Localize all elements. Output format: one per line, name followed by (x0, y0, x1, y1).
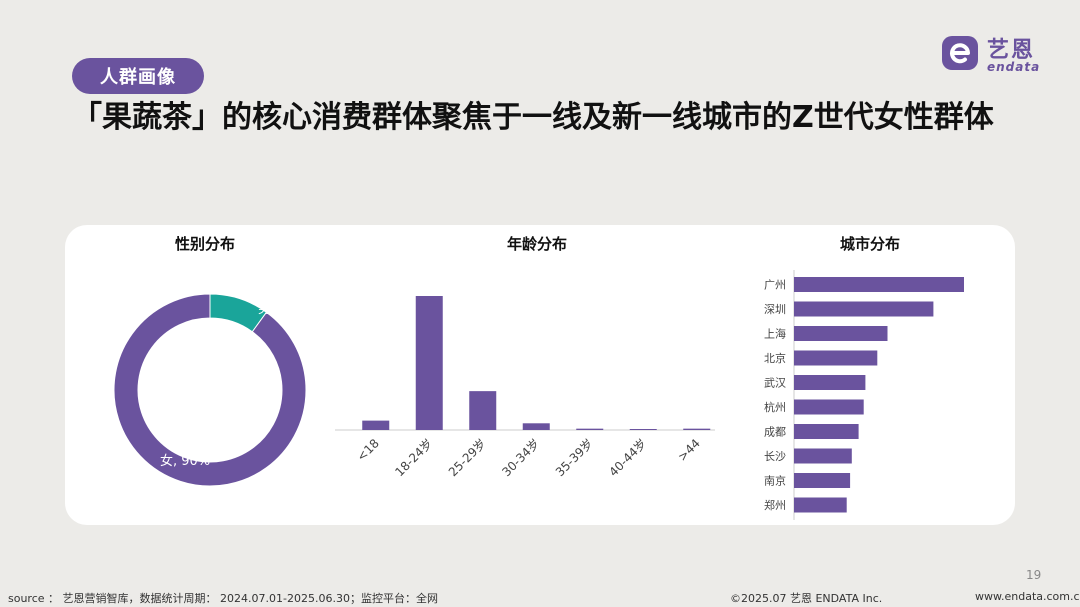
city-bar-2 (794, 326, 888, 341)
age-bar-6 (683, 428, 711, 430)
age-tick-label: 40-44岁 (606, 436, 650, 480)
footer-website: www.endata.com.cn (975, 590, 1080, 603)
donut-label-male: 男, 10% (258, 302, 308, 317)
age-bar-0 (362, 420, 390, 430)
city-tick-label: 广州 (764, 279, 786, 292)
age-bar-chart: <18 18-24岁 25-29岁 30-34岁 35-39岁 40-44岁 >44 (335, 296, 715, 480)
city-tick-label: 成都 (764, 426, 786, 439)
city-bar-6 (794, 424, 859, 439)
logo-cn: 艺恩 (987, 38, 1036, 63)
city-tick-label: 武汉 (764, 377, 786, 390)
city-tick-label: 北京 (764, 351, 786, 365)
age-tick-label: 25-29岁 (445, 436, 489, 480)
city-tick-label: 深圳 (764, 303, 786, 316)
age-bar-2 (469, 391, 497, 430)
city-tick-label: 长沙 (764, 450, 786, 463)
city-bar-1 (794, 301, 934, 317)
age-bar-3 (522, 423, 550, 430)
footer-source: source ： 艺恩营销智库，数据统计周期： 2024.07.01-2025.… (8, 592, 438, 605)
city-tick-label: 杭州 (764, 400, 786, 414)
city-bar-8 (794, 473, 851, 488)
age-chart-title: 年龄分布 (507, 235, 568, 253)
city-bar-3 (794, 350, 878, 366)
city-tick-label: 上海 (764, 327, 786, 341)
age-tick-label: 35-39岁 (552, 436, 596, 480)
chart-card: 性别分布 年龄分布 城市分布 男, 10% 女, 90% <18 18-24岁 25-… (65, 225, 1015, 525)
city-tick-label: 郑州 (764, 498, 786, 512)
age-tick-label: 18-24岁 (392, 436, 436, 480)
gender-chart-title: 性别分布 (175, 235, 236, 253)
city-chart-title: 城市分布 (840, 235, 901, 253)
donut-label-female: 女, 90% (160, 453, 210, 469)
gender-donut-chart: 男, 10% 女, 90% (113, 293, 308, 487)
page-number: 19 (1026, 568, 1042, 582)
city-bar-0 (794, 277, 964, 292)
section-tag: 人群画像 (72, 58, 204, 94)
age-tick-label: >44 (675, 436, 703, 464)
age-bar-4 (576, 428, 604, 430)
city-tick-label: 南京 (764, 474, 786, 488)
city-bar-5 (794, 399, 864, 415)
age-tick-label: 30-34岁 (499, 436, 543, 480)
age-bar-1 (415, 296, 443, 430)
city-bar-9 (794, 497, 847, 513)
endata-logo-icon (942, 36, 978, 70)
logo-en: endata (987, 60, 1041, 74)
page-title: 「果蔬茶」的核心消费群体聚焦于一线及新一线城市的Z世代女性群体 (72, 100, 994, 135)
city-bar-7 (794, 448, 852, 464)
age-tick-label: <18 (354, 436, 382, 464)
age-bar-5 (629, 429, 657, 430)
footer-copyright: ©2025.07 艺恩 ENDATA Inc. (730, 592, 883, 605)
city-bar-4 (794, 375, 866, 390)
donut-slice-1 (113, 293, 307, 487)
